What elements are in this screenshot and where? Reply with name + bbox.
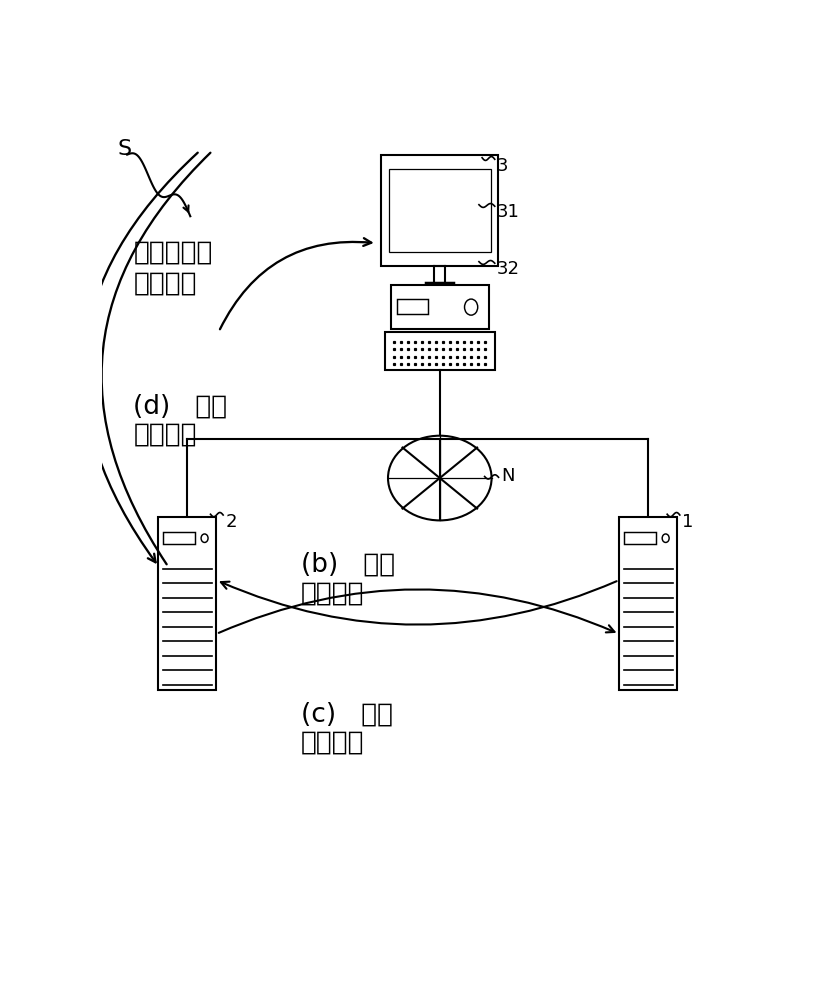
Circle shape (465, 299, 478, 315)
Bar (619, 517, 677, 690)
Text: (c)   发送: (c) 发送 (301, 701, 393, 727)
FancyArrowPatch shape (221, 581, 617, 625)
Bar (389, 169, 491, 252)
FancyArrowPatch shape (84, 153, 198, 562)
Text: S: S (117, 139, 132, 159)
Bar (158, 517, 216, 690)
Text: 解析信息: 解析信息 (301, 730, 364, 756)
Bar (385, 332, 495, 370)
FancyArrowPatch shape (218, 589, 615, 633)
Text: N: N (501, 467, 514, 485)
Text: (b)   发送: (b) 发送 (301, 551, 395, 577)
Ellipse shape (388, 436, 491, 520)
Text: 显示信息: 显示信息 (134, 422, 197, 448)
Bar (163, 532, 195, 544)
Bar (397, 299, 428, 314)
Bar (391, 285, 489, 329)
Text: 文献信息: 文献信息 (301, 580, 364, 606)
FancyArrowPatch shape (102, 153, 210, 564)
Text: 指定显示对: 指定显示对 (134, 239, 213, 265)
Text: (d)   发送: (d) 发送 (134, 393, 227, 419)
Text: 象的文献: 象的文献 (134, 270, 197, 296)
Text: 31: 31 (496, 203, 519, 221)
Circle shape (201, 534, 208, 542)
Text: 3: 3 (496, 157, 508, 175)
Text: 32: 32 (496, 260, 520, 278)
Bar (623, 532, 656, 544)
FancyArrowPatch shape (220, 238, 372, 329)
Text: 1: 1 (681, 513, 693, 531)
Circle shape (662, 534, 669, 542)
Text: 2: 2 (226, 513, 237, 531)
Bar (381, 155, 498, 266)
